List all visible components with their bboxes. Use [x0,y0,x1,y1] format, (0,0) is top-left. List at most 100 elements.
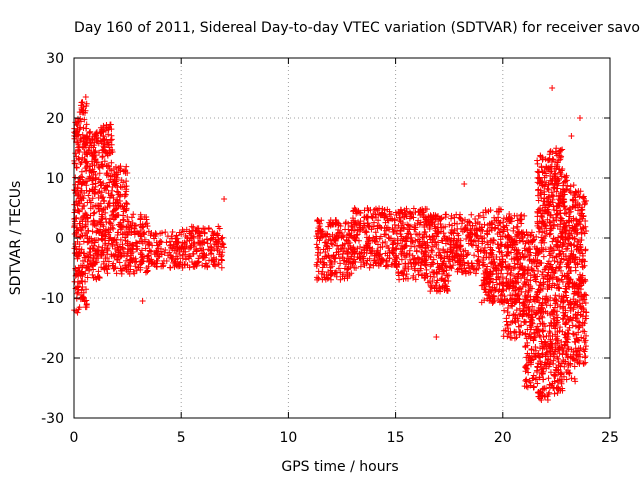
data-point [83,125,90,132]
data-point [106,235,113,242]
data-point [570,290,577,297]
x-tick-label: 15 [387,430,405,446]
data-point [553,385,560,392]
data-point [548,320,555,327]
data-point [162,247,169,254]
data-point [562,321,569,328]
data-point [580,224,587,231]
data-point [553,207,560,214]
data-point [548,250,555,257]
data-point [92,131,99,138]
data-point [328,240,335,247]
data-point [73,131,80,138]
data-point [316,223,323,230]
x-tick-label: 25 [601,430,619,446]
data-point [87,128,94,135]
data-point [335,220,342,227]
data-point [90,152,97,159]
data-point [85,192,92,199]
data-point [557,171,564,178]
data-point [205,225,212,232]
data-point [393,255,400,262]
data-point [195,258,202,265]
data-point [551,282,558,289]
data-point [77,118,84,125]
data-point [81,116,88,123]
data-point [526,256,533,263]
data-point [521,231,528,238]
data-point [560,256,567,263]
data-point [551,247,558,254]
data-point [547,198,554,205]
data-point [540,202,547,209]
data-point [555,284,562,291]
data-point [88,158,95,165]
data-point [319,255,326,262]
data-point [344,250,351,257]
data-point [457,215,464,222]
data-point [442,282,449,289]
data-point [547,168,554,175]
data-point [80,289,87,296]
data-point [563,338,570,345]
data-point [211,262,218,269]
data-point [535,224,542,231]
data-point [561,363,568,370]
data-point [539,271,546,278]
data-point [323,261,330,268]
y-tick-label: -20 [41,351,64,367]
data-point [180,245,187,252]
data-point [137,251,144,258]
data-point [501,243,508,250]
data-point [552,337,559,344]
data-point [451,220,458,227]
data-point [513,298,520,305]
data-point [535,326,542,333]
data-point [123,163,130,170]
data-point [121,193,128,200]
data-point [129,257,136,264]
data-point [560,196,567,203]
data-point [166,249,173,256]
data-point [78,278,85,285]
data-point [322,249,329,256]
data-point [542,350,549,357]
data-point [569,257,576,264]
data-point [512,328,519,335]
data-point [80,257,87,264]
data-point [506,236,513,243]
data-point [86,129,93,136]
data-point [129,241,136,248]
data-point [542,265,549,272]
data-point [461,216,468,223]
data-point [448,215,455,222]
data-point [538,306,545,313]
data-point [534,256,541,263]
data-point [81,109,88,116]
data-point [436,268,443,275]
data-point [331,255,338,262]
data-point [550,193,557,200]
data-point [488,220,495,227]
data-point [353,232,360,239]
data-point [389,250,396,257]
data-point [92,171,99,178]
data-point [313,274,320,281]
data-point [132,263,139,270]
data-point [431,274,438,281]
data-point [575,188,582,195]
data-point [490,236,497,243]
data-point [181,262,188,269]
data-point [394,240,401,247]
data-point [80,203,87,210]
data-point [564,261,571,268]
data-point [582,353,589,360]
data-point [108,132,115,139]
data-point [524,361,531,368]
data-point [313,263,320,270]
data-point [115,222,122,229]
data-point [129,249,136,256]
data-point [101,198,108,205]
data-point [128,224,135,231]
data-point [99,221,106,228]
